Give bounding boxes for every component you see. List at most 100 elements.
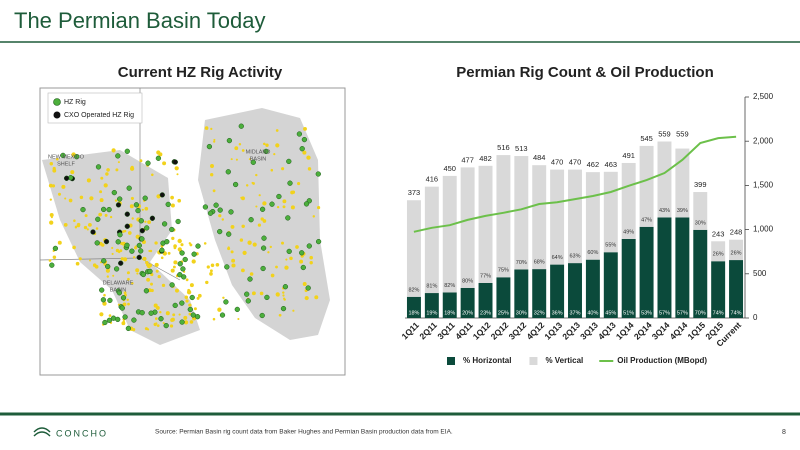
well-dot	[278, 313, 282, 317]
rig-dot	[129, 248, 135, 254]
well-dot	[131, 217, 134, 220]
well-dot	[276, 205, 280, 209]
basin-label: MIDLAND	[246, 149, 271, 155]
well-dot	[267, 251, 270, 254]
well-dot	[144, 220, 147, 223]
well-dot	[161, 283, 166, 288]
well-dot	[186, 290, 192, 295]
y2-tick-label: 1,500	[753, 181, 774, 190]
total-label: 491	[622, 151, 635, 160]
well-dot	[299, 259, 304, 264]
y2-tick-label: 2,500	[753, 92, 774, 101]
bar-vertical	[460, 167, 475, 288]
well-dot	[240, 268, 245, 273]
well-dot	[240, 196, 243, 199]
horizontal-pct-label: 51%	[623, 310, 634, 316]
rig-dot	[179, 300, 185, 306]
rig-dot	[105, 263, 111, 270]
rig-dot	[74, 154, 80, 160]
x-tick-label: 3Q11	[435, 320, 457, 342]
rig-dot	[175, 218, 181, 225]
well-dot	[210, 164, 214, 168]
well-dot	[49, 161, 54, 166]
well-dot	[307, 167, 312, 171]
total-label: 248	[730, 228, 743, 237]
well-dot	[122, 320, 125, 323]
rig-dot	[182, 256, 188, 263]
well-dot	[185, 278, 189, 282]
well-dot	[221, 218, 225, 221]
well-dot	[111, 246, 114, 250]
rig-dot	[228, 209, 234, 215]
basin-label: BASIN	[110, 287, 127, 293]
rig-dot	[226, 137, 233, 144]
total-label: 243	[712, 229, 725, 238]
well-dot	[61, 184, 66, 189]
well-dot	[48, 259, 52, 262]
horizontal-pct-label: 32%	[534, 310, 545, 316]
well-dot	[167, 251, 171, 255]
well-dot	[231, 258, 236, 263]
well-dot	[212, 317, 216, 321]
bar-vertical	[675, 148, 690, 218]
well-dot	[314, 295, 319, 300]
well-dot	[188, 242, 191, 245]
well-dot	[123, 229, 127, 233]
bar-vertical	[621, 162, 636, 239]
rig-dot	[286, 158, 292, 165]
well-dot	[275, 129, 279, 132]
well-dot	[241, 149, 245, 152]
x-tick-label: 3Q13	[578, 320, 600, 342]
well-dot	[155, 269, 159, 273]
vertical-pct-label: 80%	[462, 278, 473, 284]
legend-label: % Vertical	[545, 356, 583, 365]
vertical-pct-label: 82%	[408, 287, 419, 293]
rig-dot	[95, 216, 101, 222]
x-tick-label: 1Q12	[471, 320, 493, 342]
rig-dot	[124, 242, 130, 248]
map: HZ Rig CXO Operated HZ Rig NEW MEXICO SH…	[39, 87, 346, 376]
well-dot	[189, 283, 194, 288]
rig-dot	[189, 294, 195, 301]
well-dot	[273, 153, 276, 156]
rig-dot	[299, 146, 305, 152]
well-dot	[172, 313, 176, 317]
map-title: Current HZ Rig Activity	[118, 64, 283, 81]
bar-horizontal	[693, 229, 708, 318]
legend-swatch	[447, 357, 455, 365]
rig-dot	[117, 232, 123, 238]
well-dot	[203, 242, 207, 245]
y2-tick-label: 2,000	[753, 136, 774, 145]
rig-dot	[139, 228, 145, 234]
vertical-pct-label: 47%	[641, 217, 652, 223]
bar-horizontal	[711, 261, 726, 318]
well-dot	[156, 324, 160, 327]
bar-vertical	[657, 141, 672, 218]
rig-dot	[260, 245, 267, 251]
well-dot	[173, 260, 178, 265]
well-dot	[127, 302, 130, 306]
well-dot	[302, 150, 307, 155]
vertical-pct-label: 64%	[552, 255, 563, 261]
well-dot	[111, 148, 116, 153]
well-dot	[120, 241, 124, 246]
well-dot	[197, 293, 202, 298]
well-dot	[177, 247, 182, 252]
well-dot	[114, 199, 118, 202]
midland-basin-shape	[198, 108, 330, 340]
well-dot	[68, 198, 73, 203]
bar-vertical	[693, 192, 708, 230]
rig-dot	[164, 239, 170, 245]
rig-dot	[315, 171, 321, 177]
rig-dot	[139, 310, 145, 316]
well-dot	[119, 249, 123, 253]
horizontal-pct-label: 74%	[731, 310, 742, 316]
horizontal-pct-label: 45%	[605, 310, 616, 316]
well-dot	[260, 217, 264, 221]
well-dot	[281, 241, 284, 245]
production-line	[413, 135, 737, 233]
well-dot	[247, 240, 252, 245]
well-dot	[170, 268, 175, 273]
well-dot	[235, 158, 238, 161]
well-dot	[130, 196, 134, 200]
